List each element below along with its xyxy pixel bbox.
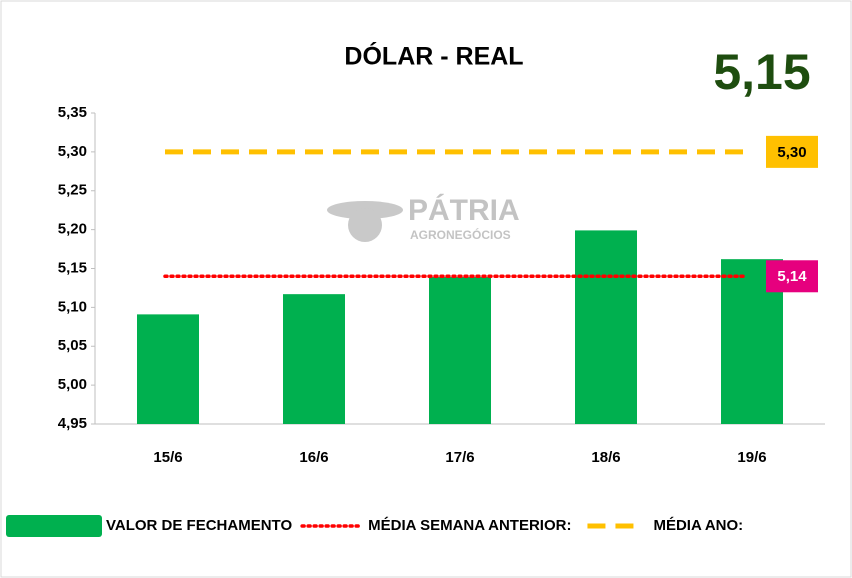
y-tick-label: 5,00 [58, 376, 87, 393]
y-tick-label: 5,05 [58, 337, 87, 354]
legend-label: MÉDIA ANO: [653, 517, 743, 534]
y-tick-label: 5,10 [58, 298, 87, 315]
x-tick-label: 16/6 [299, 449, 328, 466]
reference-label: 5,14 [777, 268, 807, 285]
bar [575, 230, 637, 424]
chart-title: DÓLAR - REAL [344, 41, 523, 71]
reference-label: 5,30 [777, 144, 806, 161]
x-tick-label: 17/6 [445, 449, 474, 466]
x-tick-label: 18/6 [591, 449, 620, 466]
legend-label: MÉDIA SEMANA ANTERIOR: [368, 517, 571, 534]
watermark-text: PÁTRIA [408, 193, 520, 227]
reference-label-box [766, 135, 818, 168]
headline-value: 5,15 [713, 44, 810, 100]
x-tick-label: 19/6 [737, 449, 766, 466]
legend-swatch [6, 515, 102, 537]
watermark: PÁTRIA AGRONEGÓCIOS [327, 193, 520, 242]
reference-label-box [766, 260, 818, 293]
y-tick-label: 4,95 [58, 415, 87, 432]
watermark-subtext: AGRONEGÓCIOS [410, 227, 511, 242]
bar [283, 294, 345, 424]
y-tick-label: 5,20 [58, 221, 87, 238]
bar [137, 314, 199, 424]
x-tick-label: 15/6 [153, 449, 182, 466]
y-tick-label: 5,35 [58, 104, 87, 121]
y-tick-label: 5,15 [58, 259, 87, 276]
bar [429, 277, 491, 424]
legend-label: VALOR DE FECHAMENTO [106, 517, 292, 534]
y-tick-label: 5,30 [58, 143, 87, 160]
y-tick-label: 5,25 [58, 182, 87, 199]
